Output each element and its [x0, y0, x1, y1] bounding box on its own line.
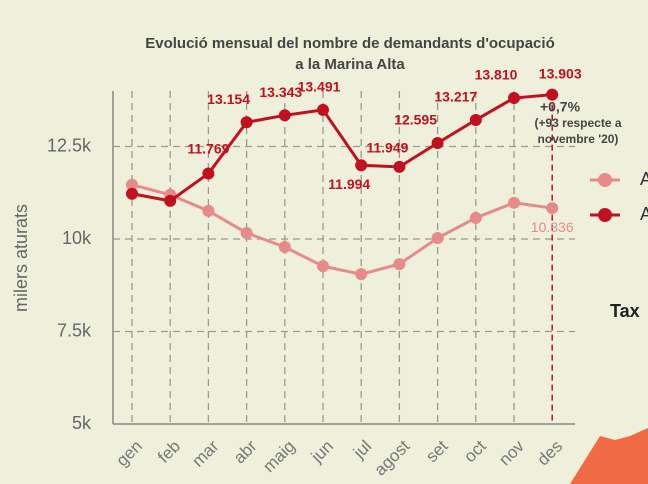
- data-point: [508, 92, 520, 104]
- data-point: [241, 116, 253, 128]
- data-label: 13.217: [434, 89, 477, 105]
- data-point: [355, 159, 367, 171]
- data-point: [432, 232, 444, 244]
- data-label: 13.154: [207, 91, 250, 107]
- y-tick-label: 5k: [72, 413, 92, 433]
- data-label: 11.994: [328, 176, 370, 192]
- chart: Evolució mensual del nombre de demandant…: [0, 0, 648, 484]
- y-tick-label: 10k: [62, 228, 92, 248]
- data-point: [279, 109, 291, 121]
- data-point: [279, 241, 291, 253]
- data-point: [202, 205, 214, 217]
- data-point: [202, 168, 214, 180]
- chart-title: Evolució mensual del nombre de demandant…: [145, 35, 554, 52]
- annotation: novembre '20): [538, 132, 619, 146]
- data-label: 13.903: [539, 65, 582, 81]
- data-label: 13.491: [298, 79, 341, 95]
- y-tick-label: 12.5k: [47, 135, 92, 155]
- data-point: [470, 114, 482, 126]
- side-text: Tax: [610, 301, 640, 321]
- data-label: 10.836: [531, 219, 574, 235]
- chart-title: a la Marina Alta: [295, 56, 405, 73]
- data-point: [508, 197, 520, 209]
- legend-marker: [598, 173, 612, 187]
- y-axis-label: milers aturats: [11, 204, 31, 312]
- data-label: 11.769: [187, 140, 229, 156]
- data-label: 12.595: [394, 112, 437, 128]
- data-point: [393, 161, 405, 173]
- data-label: 13.810: [475, 67, 518, 83]
- legend-label: A: [640, 204, 648, 224]
- data-label: 11.949: [366, 140, 408, 156]
- data-point: [164, 195, 176, 207]
- annotation: (+93 respecte a: [534, 116, 621, 130]
- data-point: [432, 137, 444, 149]
- data-point: [241, 227, 253, 239]
- data-point: [355, 268, 367, 280]
- data-point: [470, 212, 482, 224]
- y-tick-label: 7.5k: [57, 320, 92, 340]
- data-point: [317, 104, 329, 116]
- legend-marker: [598, 208, 612, 222]
- data-point: [126, 188, 138, 200]
- annotation: +0,7%: [540, 99, 581, 115]
- data-point: [393, 258, 405, 270]
- legend-label: A: [640, 169, 648, 189]
- data-point: [317, 260, 329, 272]
- data-point: [546, 202, 558, 214]
- data-label: 13.343: [259, 84, 302, 100]
